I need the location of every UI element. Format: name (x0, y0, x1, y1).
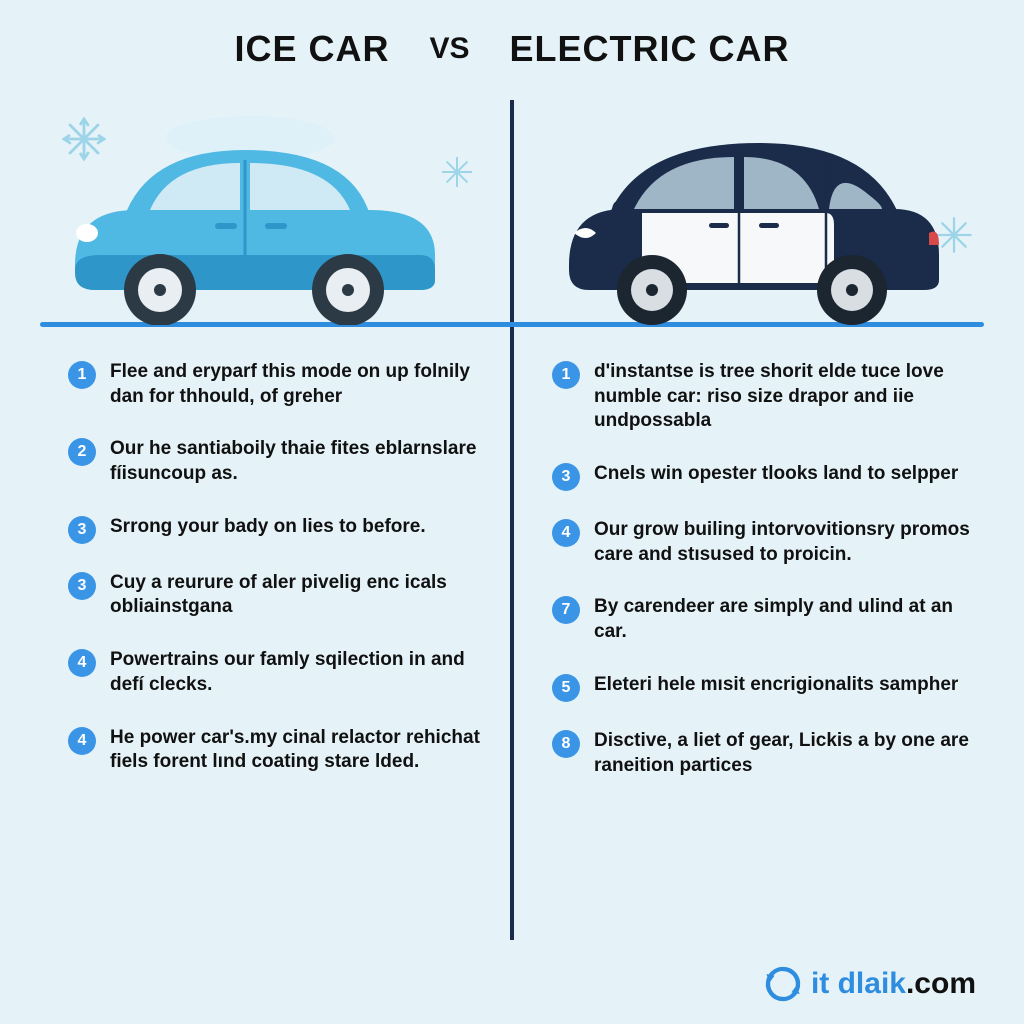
list-item: 3 Cuy a reurure of aler pivelig enc icals… (68, 571, 498, 620)
bullet-number: 3 (552, 463, 580, 491)
list-item-text: By carendeer are simply and ulind at an … (594, 595, 982, 644)
list-item-text: Powertrains our famly sqilection in and … (110, 648, 498, 697)
list-item: 7 By carendeer are simply and ulind at an… (552, 595, 982, 644)
bullet-number: 1 (552, 361, 580, 389)
electric-points-list: 1 d'instantse is tree shorit elde tuce lo… (552, 360, 982, 778)
bullet-number: 4 (68, 649, 96, 677)
list-item-text: Cuy a reurure of aler pivelig enc icals … (110, 571, 498, 620)
bullet-number: 4 (552, 519, 580, 547)
bullet-number: 5 (552, 674, 580, 702)
electric-car-illustration (534, 105, 984, 330)
footer-brand: it dlaik.com (763, 964, 976, 1004)
list-item-text: Eleteri hele mısit encrigionalits samphe… (594, 673, 958, 698)
bullet-number: 2 (68, 438, 96, 466)
list-item-text: Flee and eryparf this mode on up folnily… (110, 360, 498, 409)
ice-points-list: 1 Flee and eryparf this mode on up folnil… (68, 360, 498, 775)
list-item: 1 d'instantse is tree shorit elde tuce lo… (552, 360, 982, 434)
bullet-number: 4 (68, 727, 96, 755)
brand-logo-icon (763, 964, 803, 1004)
brand-text: it dlaik.com (811, 967, 976, 1001)
brand-text-black: .com (906, 967, 976, 1000)
list-item: 4 Powertrains our famly sqilection in and… (68, 648, 498, 697)
list-item-text: He power car's.my cinal relactor rehicha… (110, 726, 498, 775)
list-item: 4 Our grow builing intorvovitionsry promo… (552, 518, 982, 567)
title-vs: VS (429, 32, 469, 66)
list-item-text: d'instantse is tree shorit elde tuce lov… (594, 360, 982, 434)
ice-car-illustration (40, 105, 490, 330)
title-left: ICE CAR (234, 28, 389, 70)
list-item-text: Disctive, a liet of gear, Lickis a by on… (594, 729, 982, 778)
bullet-number: 3 (68, 516, 96, 544)
list-item-text: Srrong your bady on lies to before. (110, 515, 426, 540)
header: ICE CAR VS ELECTRIC CAR (0, 28, 1024, 70)
brand-text-blue: it dlaik (811, 967, 906, 1000)
list-item: 2 Our he santiaboily thaie fites eblarnsl… (68, 437, 498, 486)
bullet-number: 3 (68, 572, 96, 600)
title-right: ELECTRIC CAR (510, 28, 790, 70)
list-item-text: Our grow builing intorvovitionsry promos… (594, 518, 982, 567)
list-item: 5 Eleteri hele mısit encrigionalits samph… (552, 673, 982, 701)
infographic-canvas: ICE CAR VS ELECTRIC CAR (0, 0, 1024, 1024)
bullet-number: 8 (552, 730, 580, 758)
bullet-number: 1 (68, 361, 96, 389)
list-item: 8 Disctive, a liet of gear, Lickis a by o… (552, 729, 982, 778)
vertical-divider (510, 100, 514, 940)
list-item: 4 He power car's.my cinal relactor rehich… (68, 726, 498, 775)
list-item-text: Our he santiaboily thaie fites eblarnsla… (110, 437, 498, 486)
bullet-number: 7 (552, 596, 580, 624)
list-item-text: Cnels win opester tlooks land to selpper (594, 462, 958, 487)
list-item: 3 Cnels win opester tlooks land to selppe… (552, 462, 982, 490)
list-item: 1 Flee and eryparf this mode on up folnil… (68, 360, 498, 409)
list-item: 3 Srrong your bady on lies to before. (68, 515, 498, 543)
